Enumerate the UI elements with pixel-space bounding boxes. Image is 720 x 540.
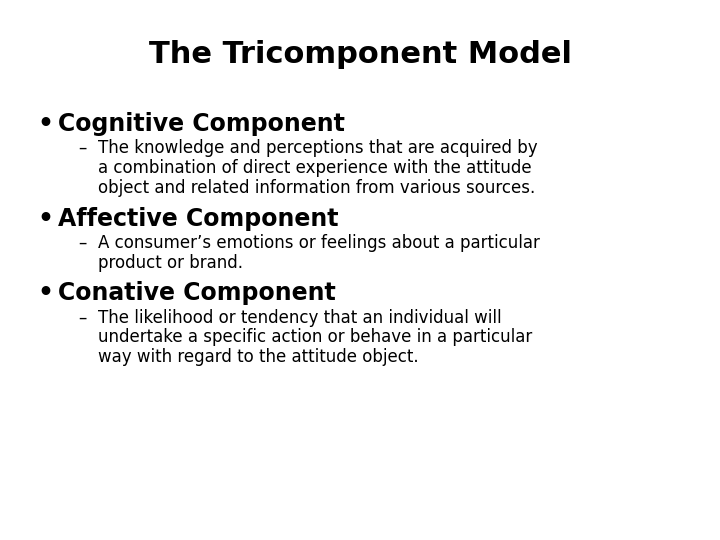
Text: product or brand.: product or brand.: [98, 254, 243, 272]
Text: The likelihood or tendency that an individual will: The likelihood or tendency that an indiv…: [98, 308, 501, 327]
Text: undertake a specific action or behave in a particular: undertake a specific action or behave in…: [98, 328, 532, 346]
Text: Affective Component: Affective Component: [58, 206, 338, 231]
Text: –: –: [78, 139, 87, 157]
Text: a combination of direct experience with the attitude: a combination of direct experience with …: [98, 159, 531, 177]
Text: –: –: [78, 234, 87, 252]
Text: •: •: [37, 112, 53, 136]
Text: –: –: [78, 308, 87, 327]
Text: Cognitive Component: Cognitive Component: [58, 112, 345, 136]
Text: •: •: [37, 281, 53, 305]
Text: object and related information from various sources.: object and related information from vari…: [98, 179, 535, 197]
Text: A consumer’s emotions or feelings about a particular: A consumer’s emotions or feelings about …: [98, 234, 539, 252]
Text: The knowledge and perceptions that are acquired by: The knowledge and perceptions that are a…: [98, 139, 537, 157]
Text: The Tricomponent Model: The Tricomponent Model: [148, 40, 572, 69]
Text: way with regard to the attitude object.: way with regard to the attitude object.: [98, 348, 418, 366]
Text: •: •: [37, 206, 53, 231]
Text: Conative Component: Conative Component: [58, 281, 336, 305]
